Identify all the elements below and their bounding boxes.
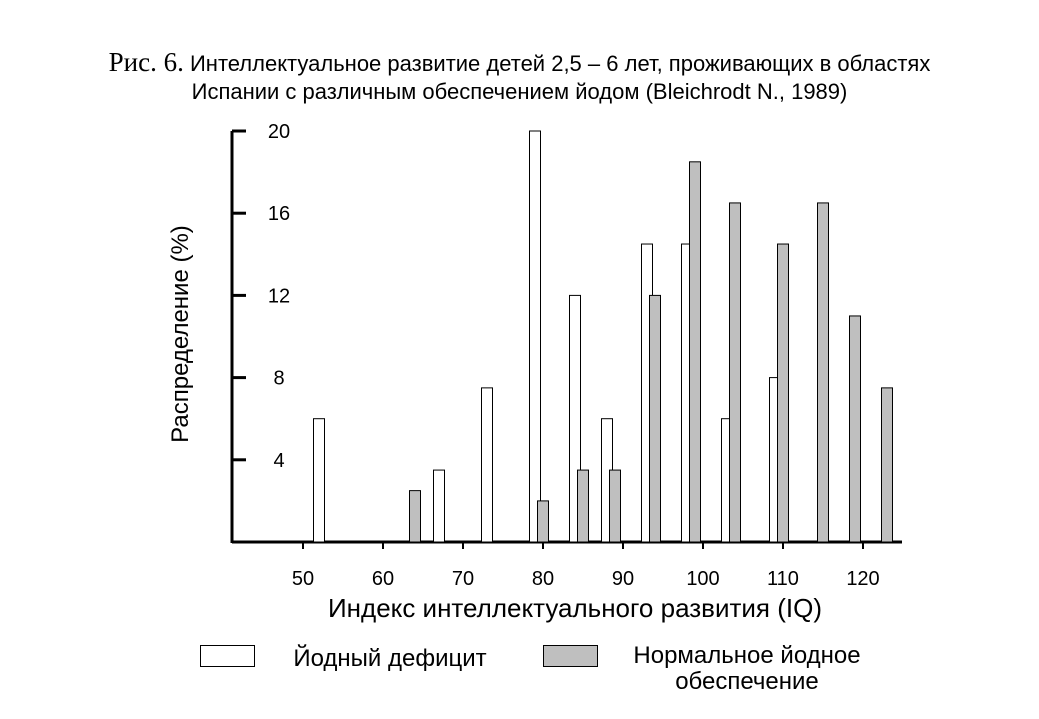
figure-label: Рис. 6. <box>108 47 184 77</box>
bar-iodine-deficit <box>313 418 325 543</box>
x-axis-label: Индекс интеллектуального развития (IQ) <box>328 593 822 623</box>
y-tick-label: 12 <box>268 285 290 307</box>
x-tick-label: 120 <box>846 568 879 590</box>
x-tick-label: 80 <box>532 568 554 590</box>
bar-normal-iodine <box>777 243 789 543</box>
legend-label-normal-line2: обеспечение <box>675 668 819 695</box>
legend-label-normal-iodine: Нормальное йодное обеспечение <box>612 643 882 695</box>
legend-swatch-iodine-deficit <box>200 645 255 667</box>
bar-normal-iodine <box>649 294 661 543</box>
x-tick-label: 70 <box>452 568 474 590</box>
x-tick-label: 50 <box>292 568 314 590</box>
bar-iodine-deficit <box>529 130 541 543</box>
x-tick-label: 100 <box>686 568 719 590</box>
chart-title-line1: Рис. 6. Интеллектуальное развитие детей … <box>0 48 1039 78</box>
bar-normal-iodine <box>577 469 589 543</box>
y-tick-label: 16 <box>268 203 290 225</box>
bar-iodine-deficit <box>433 469 445 543</box>
bar-normal-iodine <box>729 202 741 543</box>
bar-normal-iodine <box>537 500 549 543</box>
bars <box>313 130 893 543</box>
y-axis-label: Распределение (%) <box>167 225 194 443</box>
legend-label-normal-line1: Нормальное йодное <box>633 642 861 669</box>
bar-normal-iodine <box>609 469 621 543</box>
bar-iodine-deficit <box>481 387 493 543</box>
bar-iodine-deficit <box>569 294 581 543</box>
bar-normal-iodine <box>881 387 893 543</box>
tick-labels: 4 8 12 16 20 50 60 70 80 90 100 110 120 <box>232 121 880 590</box>
legend-label-iodine-deficit: Йодный дефицит <box>293 645 487 672</box>
y-tick-label: 8 <box>273 368 284 390</box>
x-tick-label: 60 <box>372 568 394 590</box>
x-tick-label: 90 <box>612 568 634 590</box>
chart-axes <box>230 131 902 544</box>
y-tick-label: 20 <box>268 121 290 143</box>
y-tick-label: 4 <box>273 450 284 472</box>
chart-title-text: Интеллектуальное развитие детей 2,5 – 6 … <box>189 51 931 76</box>
legend-swatch-normal-iodine <box>543 645 598 667</box>
bar-normal-iodine <box>817 202 829 543</box>
bar-normal-iodine <box>409 490 421 543</box>
x-tick-label: 110 <box>767 568 799 590</box>
bar-normal-iodine <box>689 161 701 543</box>
chart-title-line2: Испании с различным обеспечением йодом (… <box>191 79 848 104</box>
bar-normal-iodine <box>849 315 861 543</box>
